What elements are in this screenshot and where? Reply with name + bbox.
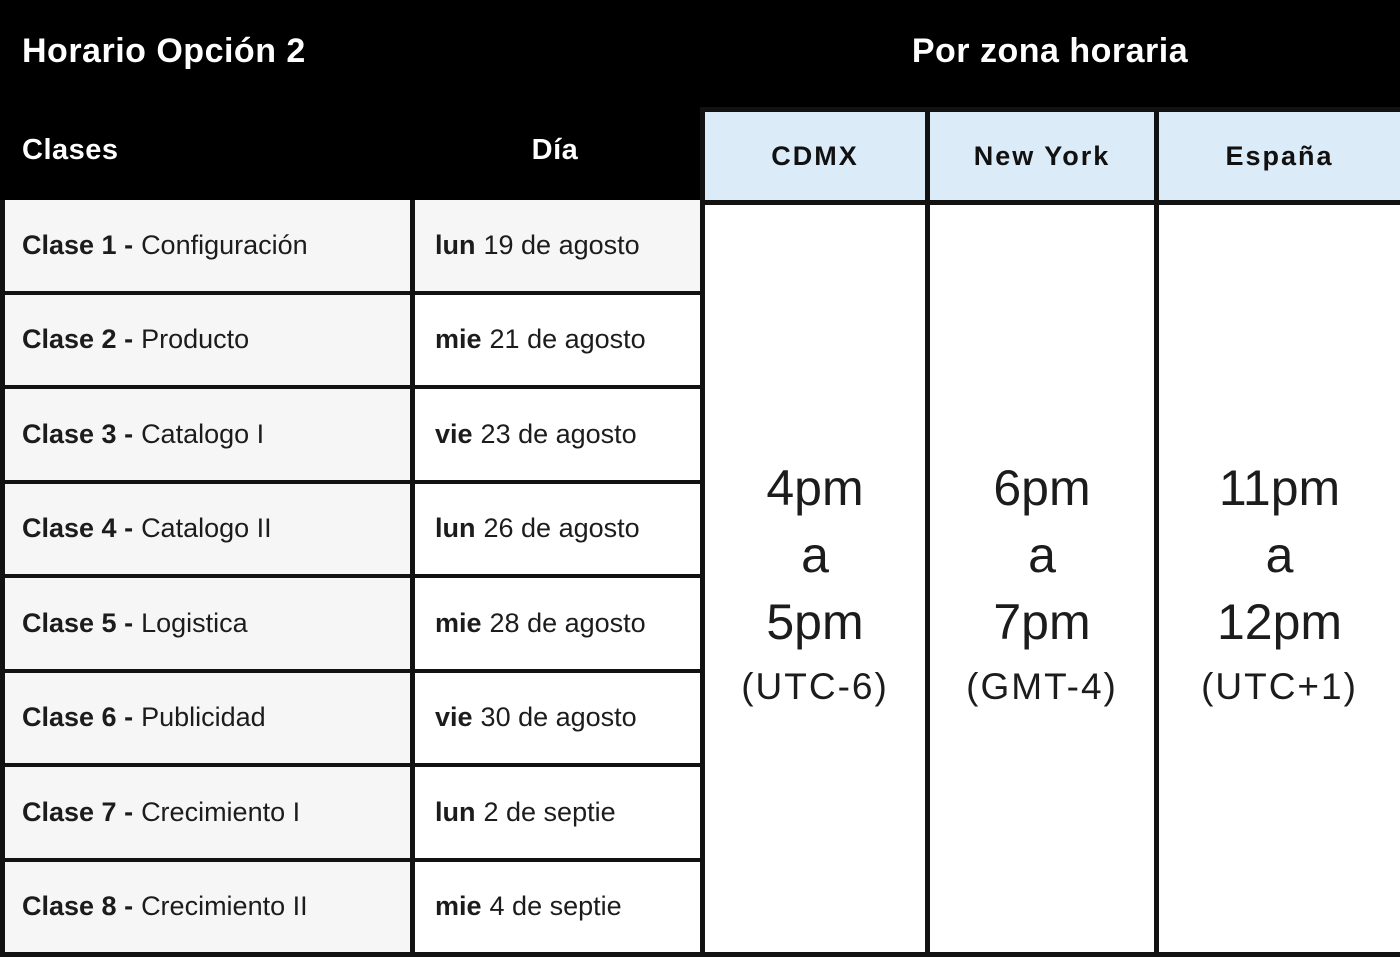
time-connector: a	[1265, 527, 1294, 583]
table-row: Clase 2 - Producto mie 21 de agosto	[5, 290, 700, 385]
date: 19 de agosto	[483, 229, 640, 260]
tz-header-new-york: New York	[930, 112, 1154, 205]
start-time: 11pm	[1218, 460, 1341, 516]
weekday: vie	[435, 418, 473, 449]
class-name: Producto	[141, 324, 250, 355]
day-cell: mie 28 de agosto	[415, 578, 700, 669]
class-label: Clase 1 -	[22, 229, 134, 260]
weekday: mie	[435, 891, 482, 922]
table-row: Clase 3 - Catalogo I vie 23 de agosto	[5, 385, 700, 480]
day-cell: vie 30 de agosto	[415, 672, 700, 763]
class-name: Crecimiento I	[141, 796, 301, 827]
table-row: Clase 4 - Catalogo II lun 26 de agosto	[5, 479, 700, 574]
end-time: 7pm	[993, 594, 1091, 650]
class-label: Clase 2 -	[22, 324, 134, 355]
date: 26 de agosto	[483, 513, 640, 544]
class-name: Publicidad	[141, 702, 266, 733]
day-cell: lun 19 de agosto	[415, 200, 700, 291]
weekday: lun	[435, 229, 476, 260]
class-cell: Clase 8 - Crecimiento II	[5, 861, 415, 952]
tz-times-espana: 11pm a 12pm (UTC+1)	[1159, 205, 1400, 952]
class-cell: Clase 2 - Producto	[5, 294, 415, 385]
class-label: Clase 6 -	[22, 702, 134, 733]
class-label: Clase 7 -	[22, 796, 134, 827]
table-row: Clase 1 - Configuración lun 19 de agosto	[5, 200, 700, 291]
class-cell: Clase 4 - Catalogo II	[5, 483, 415, 574]
weekday: mie	[435, 607, 482, 638]
tz-times-new-york: 6pm a 7pm (GMT-4)	[930, 205, 1154, 952]
class-cell: Clase 5 - Logistica	[5, 578, 415, 669]
day-cell: vie 23 de agosto	[415, 389, 700, 480]
time-connector: a	[801, 527, 829, 583]
weekday: mie	[435, 324, 482, 355]
timezone-section-title: Por zona horaria	[911, 32, 1189, 70]
start-time: 6pm	[993, 460, 1091, 516]
date: 28 de agosto	[489, 607, 646, 638]
tz-column-cdmx: CDMX 4pm a 5pm (UTC-6)	[700, 107, 930, 957]
end-time: 5pm	[766, 594, 864, 650]
end-time: 12pm	[1216, 594, 1343, 650]
weekday: lun	[435, 513, 476, 544]
tz-column-new-york: New York 6pm a 7pm (GMT-4)	[930, 107, 1159, 957]
page-title: Horario Opción 2	[22, 32, 306, 70]
utc-offset: (UTC-6)	[741, 666, 889, 707]
weekday: vie	[435, 702, 473, 733]
date: 2 de septie	[483, 796, 616, 827]
class-cell: Clase 6 - Publicidad	[5, 672, 415, 763]
date: 21 de agosto	[489, 324, 646, 355]
tz-header-cdmx: CDMX	[705, 112, 925, 205]
tz-header-espana: España	[1159, 112, 1400, 205]
class-name: Crecimiento II	[141, 891, 308, 922]
table-row: Clase 6 - Publicidad vie 30 de agosto	[5, 668, 700, 763]
day-cell: mie 4 de septie	[415, 861, 700, 952]
utc-offset: (UTC+1)	[1201, 666, 1358, 707]
class-name: Logistica	[141, 607, 248, 638]
time-connector: a	[1028, 527, 1056, 583]
class-name: Catalogo II	[141, 513, 272, 544]
start-time: 4pm	[766, 460, 864, 516]
class-name: Configuración	[141, 229, 308, 260]
class-label: Clase 4 -	[22, 513, 134, 544]
class-label: Clase 5 -	[22, 607, 134, 638]
date: 4 de septie	[489, 891, 622, 922]
tz-column-espana: España 11pm a 12pm (UTC+1)	[1159, 107, 1400, 957]
classes-table: Clase 1 - Configuración lun 19 de agosto C…	[0, 200, 700, 957]
utc-offset: (GMT-4)	[966, 666, 1118, 707]
column-header-dia: Día	[531, 134, 579, 166]
date: 30 de agosto	[480, 702, 637, 733]
weekday: lun	[435, 796, 476, 827]
tz-times-cdmx: 4pm a 5pm (UTC-6)	[705, 205, 925, 952]
date: 23 de agosto	[480, 418, 637, 449]
table-row: Clase 8 - Crecimiento II mie 4 de septie	[5, 857, 700, 952]
class-cell: Clase 7 - Crecimiento I	[5, 767, 415, 858]
class-name: Catalogo I	[141, 418, 265, 449]
class-cell: Clase 3 - Catalogo I	[5, 389, 415, 480]
table-row: Clase 5 - Logistica mie 28 de agosto	[5, 574, 700, 669]
class-label: Clase 3 -	[22, 418, 134, 449]
class-cell: Clase 1 - Configuración	[5, 200, 415, 291]
class-label: Clase 8 -	[22, 891, 134, 922]
table-row: Clase 7 - Crecimiento I lun 2 de septie	[5, 763, 700, 858]
day-cell: lun 26 de agosto	[415, 483, 700, 574]
column-header-clases: Clases	[22, 134, 119, 166]
day-cell: mie 21 de agosto	[415, 294, 700, 385]
day-cell: lun 2 de septie	[415, 767, 700, 858]
